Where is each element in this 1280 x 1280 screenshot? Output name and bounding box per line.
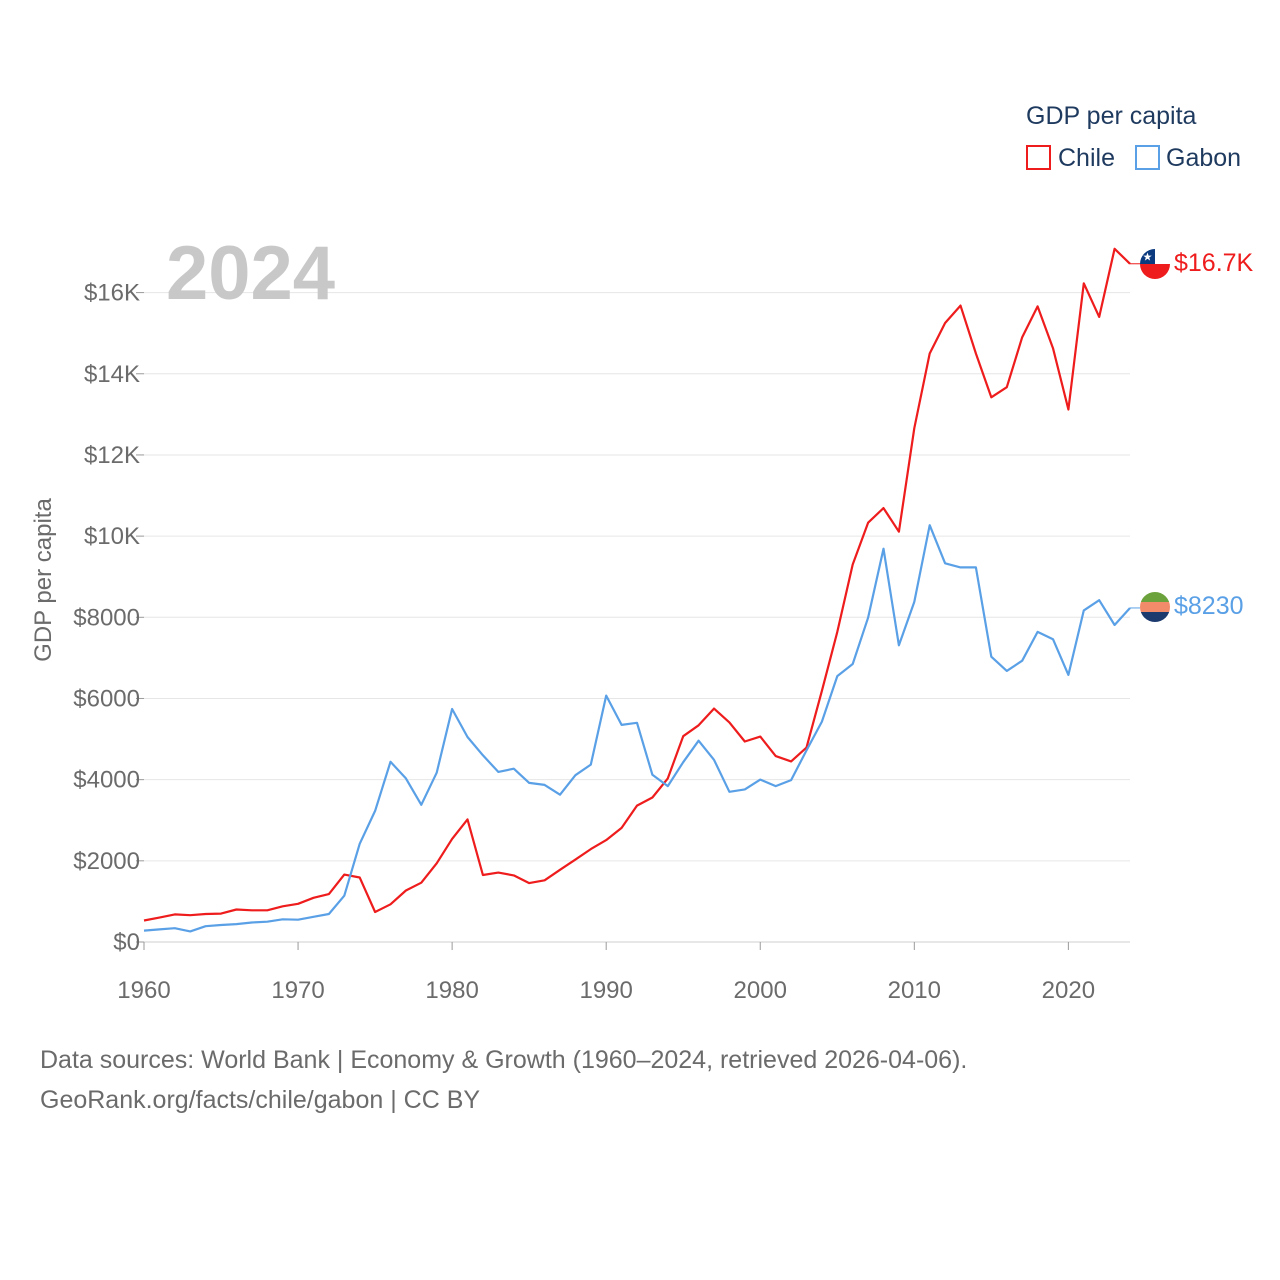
y-axis: $0 $2000 $4000 $6000 $8000 $10K $12K $14K $16K — [73, 280, 144, 956]
x-tick-label: 1990 — [579, 977, 632, 1004]
x-tick-label: 1970 — [271, 977, 324, 1004]
x-tick-label: 2000 — [734, 977, 787, 1004]
x-tick-label: 2010 — [888, 977, 941, 1004]
legend-title: GDP per capita — [1026, 102, 1197, 130]
gabon-flag-icon — [1140, 592, 1170, 622]
y-tick-label: $8000 — [73, 604, 140, 631]
y-tick-label: $2000 — [73, 848, 140, 875]
y-tick-label: $16K — [84, 280, 140, 307]
year-label: 2024 — [166, 231, 335, 316]
y-tick-label: $0 — [113, 929, 140, 956]
chile-flag-icon — [1140, 249, 1170, 279]
source-note: Data sources: World Bank | Economy & Gro… — [40, 1040, 967, 1120]
end-label-gabon: $8230 — [1174, 592, 1244, 620]
x-axis: 1960 1970 1980 1990 2000 2010 2020 — [117, 942, 1095, 1004]
x-tick-label: 2020 — [1042, 977, 1095, 1004]
source-line-2[interactable]: GeoRank.org/facts/chile/gabon | CC BY — [40, 1086, 481, 1114]
source-line-1: Data sources: World Bank | Economy & Gro… — [40, 1046, 968, 1074]
legend-swatch-chile[interactable] — [1026, 145, 1051, 170]
y-tick-label: $14K — [84, 361, 140, 388]
y-tick-label: $4000 — [73, 767, 140, 794]
y-tick-label: $10K — [84, 523, 140, 550]
y-tick-label: $6000 — [73, 685, 140, 712]
series-line-chile[interactable] — [143, 247, 1131, 922]
x-tick-label: 1980 — [425, 977, 478, 1004]
series-line-gabon[interactable] — [143, 524, 1131, 933]
end-label-chile: $16.7K — [1174, 249, 1254, 277]
legend: GDP per capita Chile Gabon — [1026, 102, 1241, 172]
y-axis-title: GDP per capita — [30, 498, 57, 662]
series-lines — [143, 247, 1140, 933]
y-tick-label: $12K — [84, 442, 140, 469]
legend-label-chile[interactable]: Chile — [1058, 144, 1115, 172]
legend-label-gabon[interactable]: Gabon — [1166, 144, 1241, 172]
legend-swatch-gabon[interactable] — [1135, 145, 1160, 170]
gridlines — [144, 292, 1130, 943]
x-tick-label: 1960 — [117, 977, 170, 1004]
